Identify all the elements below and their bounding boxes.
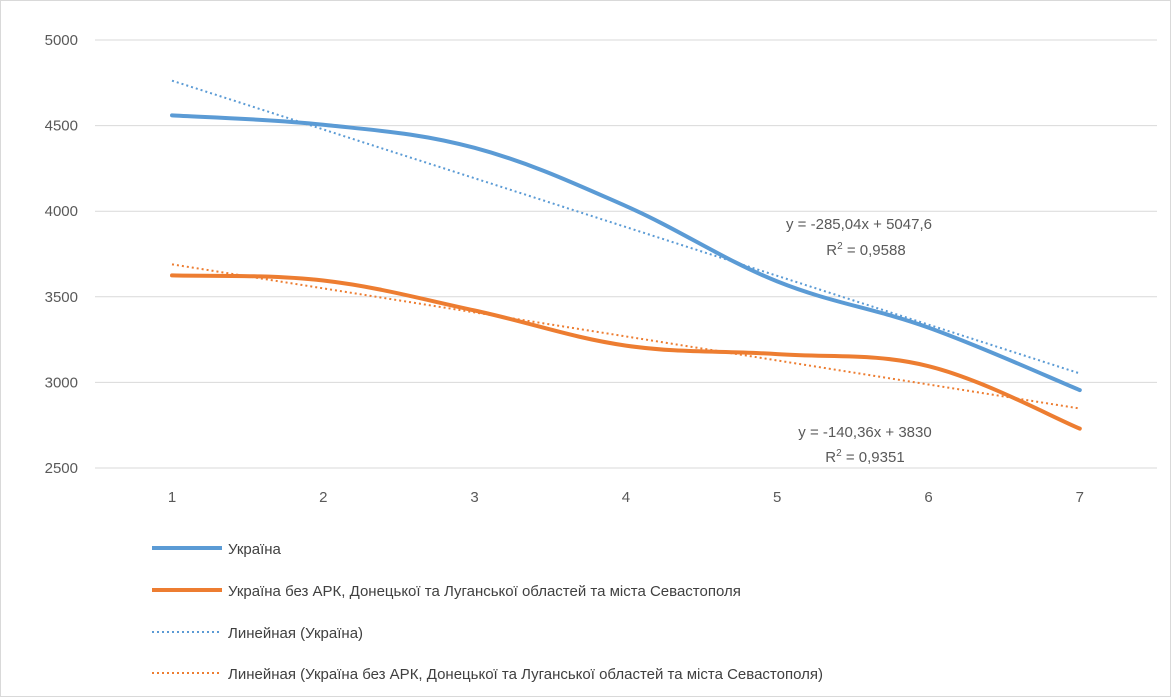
trend-equation-ukraine-excl: y = -140,36x + 3830 <box>798 424 931 441</box>
gridlines <box>95 39 1157 469</box>
x-tick-label: 3 <box>470 489 478 506</box>
y-tick-label: 3000 <box>45 374 78 391</box>
y-tick-label: 3500 <box>45 289 78 306</box>
legend-label-ukraine-excl: Україна без АРК, Донецької та Луганської… <box>228 583 741 600</box>
r2-value: = 0,9351 <box>842 449 905 466</box>
legend-item-linear-ukraine: Линейная (Україна) <box>152 625 363 642</box>
x-tick-label: 6 <box>924 489 932 506</box>
x-tick-label: 5 <box>773 489 781 506</box>
r2-exponent: 2 <box>836 448 842 459</box>
r2-label: R <box>825 449 836 466</box>
series-line <box>170 113 1082 393</box>
trendline <box>171 79 1081 375</box>
legend-item-ukraine: Україна <box>152 541 282 558</box>
y-tick-label: 5000 <box>45 32 78 49</box>
trendline-annotation-ukraine-excl: y = -140,36x + 3830 R2 = 0,9351 <box>798 424 931 466</box>
y-axis-ticks: 5000 4500 4000 3500 3000 2500 <box>45 32 78 477</box>
y-tick-label: 4500 <box>45 118 78 135</box>
x-tick-label: 7 <box>1076 489 1084 506</box>
legend-label-linear-ukraine-excl: Линейная (Україна без АРК, Донецької та … <box>228 666 823 683</box>
legend-item-linear-ukraine-excl: Линейная (Україна без АРК, Донецької та … <box>152 666 823 683</box>
r2-value: = 0,9588 <box>843 242 906 259</box>
legend-item-ukraine-excl: Україна без АРК, Донецької та Луганської… <box>152 583 741 600</box>
legend-label-ukraine: Україна <box>228 541 282 558</box>
x-tick-label: 2 <box>319 489 327 506</box>
y-tick-label: 4000 <box>45 203 78 220</box>
x-tick-label: 4 <box>622 489 630 506</box>
r2-exponent: 2 <box>837 241 843 252</box>
trend-r2-ukraine-excl: R2 = 0,9351 <box>825 448 904 466</box>
x-axis-ticks: 1 2 3 4 5 6 7 <box>168 489 1084 506</box>
legend-label-linear-ukraine: Линейная (Україна) <box>228 625 363 642</box>
series-line <box>170 273 1082 431</box>
trend-equation-ukraine: y = -285,04x + 5047,6 <box>786 216 932 233</box>
x-tick-label: 1 <box>168 489 176 506</box>
legend: Україна Україна без АРК, Донецької та Лу… <box>152 541 823 683</box>
series-lines <box>170 79 1082 431</box>
trendline-annotation-ukraine: y = -285,04x + 5047,6 R2 = 0,9588 <box>786 216 932 259</box>
y-tick-label: 2500 <box>45 460 78 477</box>
trend-r2-ukraine: R2 = 0,9588 <box>826 241 905 259</box>
trendline <box>171 263 1080 410</box>
r2-label: R <box>826 242 837 259</box>
